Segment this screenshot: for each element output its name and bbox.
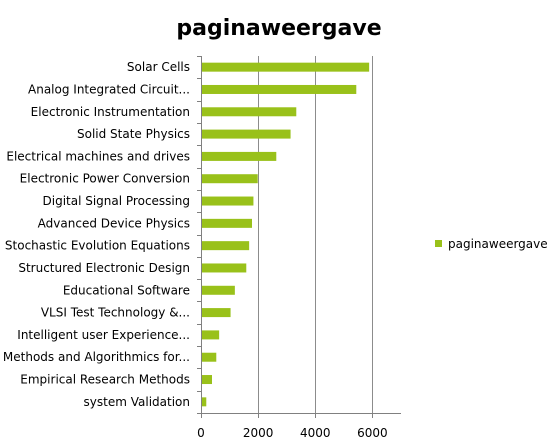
x-tick-label: 2000: [243, 426, 274, 440]
category-label: Methods and Algorithmics for...: [3, 350, 190, 364]
bar: [202, 397, 207, 407]
bar: [202, 196, 254, 206]
category-label: Digital Signal Processing: [43, 194, 191, 208]
bar: [202, 107, 297, 117]
x-axis-ticks: 0 2000 4000 6000: [197, 413, 388, 440]
category-labels: Solar Cells Analog Integrated Circuit... E…: [3, 60, 190, 409]
bar: [202, 285, 235, 295]
bar: [202, 62, 370, 72]
bar: [202, 330, 220, 340]
category-label: Electronic Power Conversion: [20, 172, 190, 186]
category-label: Solid State Physics: [77, 127, 190, 141]
bar: [202, 241, 250, 251]
legend: paginaweergave: [435, 237, 548, 251]
axes: [197, 56, 401, 414]
bar: [202, 352, 217, 362]
bar: [202, 84, 357, 94]
chart-title: paginaweergave: [176, 16, 381, 41]
category-label: VLSI Test Technology &...: [41, 306, 190, 320]
x-tick-label: 4000: [300, 426, 331, 440]
category-label: Electrical machines and drives: [6, 149, 190, 163]
category-label: Empirical Research Methods: [20, 373, 190, 387]
category-label: system Validation: [84, 395, 190, 409]
bar: [202, 218, 252, 228]
bar: [202, 151, 277, 161]
bars: [202, 62, 370, 407]
category-label: Stochastic Evolution Equations: [5, 239, 190, 253]
x-tick-label: 6000: [357, 426, 388, 440]
x-tick-label: 0: [197, 426, 205, 440]
category-label: Electronic Instrumentation: [31, 105, 190, 119]
category-label: Solar Cells: [127, 60, 190, 74]
category-label: Advanced Device Physics: [38, 216, 190, 230]
category-label: Structured Electronic Design: [18, 261, 190, 275]
legend-swatch: [435, 240, 442, 247]
category-label: Intelligent user Experience...: [17, 328, 190, 342]
category-label: Educational Software: [63, 283, 190, 297]
bar: [202, 129, 291, 139]
bar: [202, 308, 231, 318]
bar: [202, 263, 247, 273]
category-label: Analog Integrated Circuit...: [28, 82, 190, 96]
legend-label: paginaweergave: [448, 237, 548, 251]
bar: [202, 174, 258, 184]
bar: [202, 375, 212, 385]
